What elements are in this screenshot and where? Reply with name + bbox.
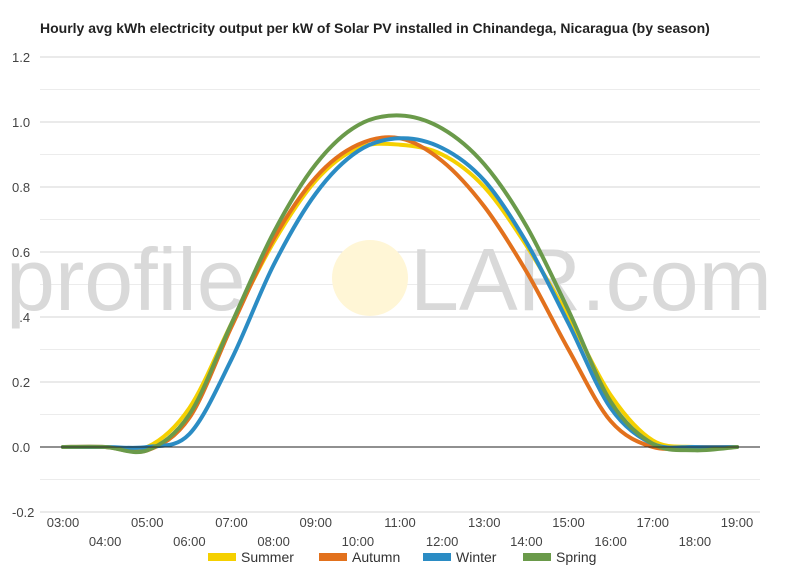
y-tick-label: 1.0	[12, 115, 30, 130]
x-tick-label: 15:00	[552, 515, 585, 530]
x-tick-label: 05:00	[131, 515, 164, 530]
y-tick-label: 0.4	[12, 310, 30, 325]
y-axis-tick-labels: 1.2 1.0 0.8 0.6 0.4 0.2 0.0 -0.2	[12, 50, 34, 520]
x-tick-label: 14:00	[510, 534, 543, 549]
x-tick-label: 09:00	[299, 515, 332, 530]
x-tick-label: 07:00	[215, 515, 248, 530]
watermark-text-left: profile	[6, 230, 246, 329]
legend: Summer Autumn Winter Spring	[208, 549, 596, 565]
x-tick-label: 18:00	[679, 534, 712, 549]
legend-swatch	[423, 553, 451, 561]
y-tick-label: 0.8	[12, 180, 30, 195]
x-tick-label: 16:00	[594, 534, 627, 549]
y-tick-label: 0.0	[12, 440, 30, 455]
x-axis-tick-labels: 03:00 04:00 05:00 06:00 07:00 08:00 09:00 10:00…	[47, 515, 754, 549]
x-tick-label: 08:00	[257, 534, 290, 549]
series-line-spring	[61, 113, 739, 455]
legend-label: Spring	[556, 549, 596, 565]
grid-lines	[40, 56, 760, 513]
x-tick-label: 04:00	[89, 534, 122, 549]
watermark-text-right: LAR.com	[410, 230, 772, 329]
y-tick-label: 1.2	[12, 50, 30, 65]
x-tick-label: 17:00	[636, 515, 669, 530]
legend-label: Winter	[456, 549, 497, 565]
watermark: profile LAR.com	[6, 230, 772, 329]
x-tick-label: 11:00	[384, 515, 416, 530]
legend-label: Autumn	[352, 549, 400, 565]
legend-swatch	[523, 553, 551, 561]
x-tick-label: 19:00	[721, 515, 754, 530]
series-line-winter	[61, 136, 739, 450]
legend-swatch	[208, 553, 236, 561]
x-tick-label: 03:00	[47, 515, 80, 530]
y-tick-label: 0.2	[12, 375, 30, 390]
y-tick-label: 0.6	[12, 245, 30, 260]
watermark-sun-icon	[332, 240, 408, 316]
y-tick-label: -0.2	[12, 505, 34, 520]
x-tick-label: 12:00	[426, 534, 459, 549]
x-tick-label: 13:00	[468, 515, 501, 530]
x-tick-label: 10:00	[342, 534, 375, 549]
legend-swatch	[319, 553, 347, 561]
series-line-summer	[61, 141, 739, 452]
chart-title: Hourly avg kWh electricity output per kW…	[40, 20, 710, 36]
x-tick-label: 06:00	[173, 534, 206, 549]
series-lines	[61, 113, 739, 455]
legend-label: Summer	[241, 549, 294, 565]
